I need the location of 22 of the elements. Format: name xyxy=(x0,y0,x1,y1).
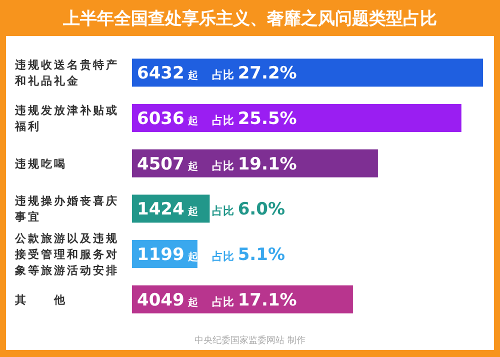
data-label: 6432 起 xyxy=(137,64,198,84)
annotation: 占比 27.2% xyxy=(212,64,297,84)
text: 中央纪委国家监委网站 制作 xyxy=(194,335,306,346)
y-tick-label: 公款旅游以及违规接受管理和服务对象等旅游活动安排 xyxy=(14,232,119,277)
y-tick-label: 其 他 xyxy=(14,293,67,306)
annotation: 占比 17.1% xyxy=(212,290,297,310)
annotation: 占比 25.5% xyxy=(212,109,297,129)
chart-title: 上半年全国查处享乐主义、奢靡之风问题类型占比 xyxy=(62,9,437,29)
bar xyxy=(132,58,483,87)
annotation: 占比 6.0% xyxy=(212,200,285,220)
data-label: 1199 起 xyxy=(137,245,198,265)
data-label: 4049 起 xyxy=(137,290,198,310)
data-label: 6036 起 xyxy=(137,109,198,129)
annotation: 占比 5.1% xyxy=(212,245,285,265)
annotation: 占比 19.1% xyxy=(212,154,297,174)
y-tick-label: 违规收送名贵特产和礼品礼金 xyxy=(14,58,119,88)
data-label: 1424 起 xyxy=(137,200,198,220)
y-tick-label: 违规吃喝 xyxy=(14,157,67,170)
y-tick-label: 违规发放津补贴或福利 xyxy=(14,104,119,133)
data-label: 4507 起 xyxy=(137,154,198,174)
bar xyxy=(132,104,462,132)
y-tick-label: 违规操办婚丧喜庆事宜 xyxy=(14,194,119,224)
